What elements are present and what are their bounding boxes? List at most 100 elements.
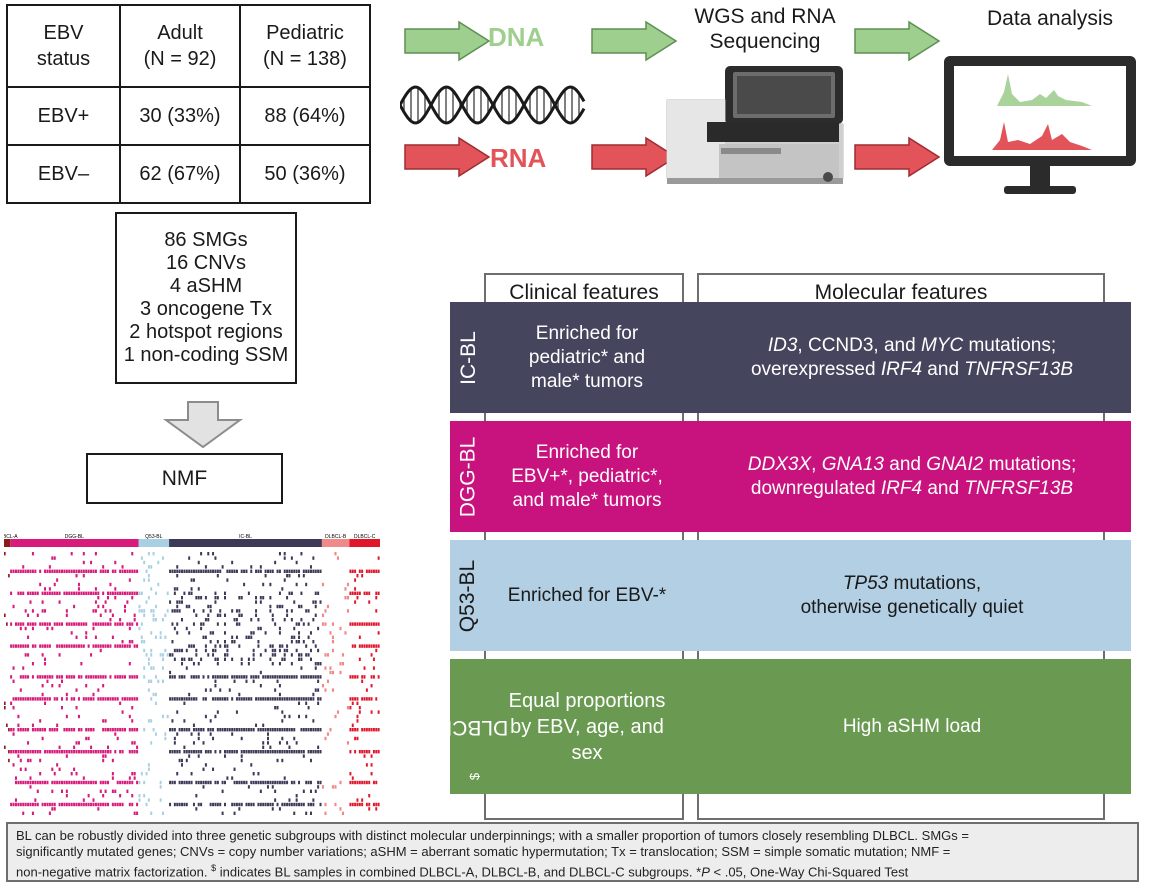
heatmap-cell	[250, 763, 253, 767]
heatmap-cell	[195, 613, 198, 617]
heatmap-cell	[317, 679, 320, 683]
heatmap-cell	[178, 750, 181, 754]
heatmap-cell	[97, 688, 100, 692]
heatmap-cell	[10, 591, 13, 595]
heatmap-cell	[245, 750, 248, 754]
heatmap-cell	[10, 750, 13, 754]
heatmap-cell	[358, 635, 361, 639]
heatmap-cell	[226, 776, 229, 780]
heatmap-cell	[375, 728, 378, 732]
heatmap-cell	[298, 701, 301, 705]
heatmap-cell	[197, 754, 200, 758]
heatmap-cell	[147, 662, 150, 666]
heatmap-cell	[70, 780, 73, 785]
heatmap-cell	[231, 776, 234, 780]
heatmap-cell	[133, 618, 136, 622]
heatmap-cell	[356, 802, 359, 807]
heatmap-cell	[271, 653, 274, 657]
heatmap-cell	[255, 613, 258, 617]
heatmap-cell	[281, 780, 284, 785]
heatmap-cell	[126, 789, 129, 793]
heatmap-cell	[219, 644, 222, 648]
heatmap-cell	[123, 675, 126, 679]
heatmap-cell	[173, 626, 176, 631]
heatmap-cell	[104, 600, 107, 604]
heatmap-cell	[351, 644, 354, 648]
footnote: BL can be robustly divided into three ge…	[6, 822, 1139, 882]
heatmap-cell	[298, 653, 301, 657]
monitor-icon	[944, 56, 1136, 194]
heatmap-cell	[349, 706, 352, 710]
heatmap-cell	[365, 569, 368, 573]
heatmap-cell	[82, 780, 85, 785]
dna-helix-icon	[400, 85, 586, 125]
heatmap-cell	[192, 569, 195, 573]
heatmap-cell	[202, 697, 205, 701]
heatmap-cell	[197, 750, 200, 754]
heatmap-cell	[22, 697, 25, 701]
heatmap-cell	[12, 697, 15, 701]
heatmap-cell	[372, 666, 375, 670]
heatmap-cell	[245, 780, 248, 785]
heatmap-cell	[312, 697, 315, 701]
heatmap-cell	[173, 587, 176, 591]
seq-to-analysis-green-arrow-icon	[854, 20, 941, 62]
heatmap-cell	[354, 587, 357, 591]
cell-adult: 30 (33%)	[119, 86, 241, 146]
heatmap-cell	[29, 776, 32, 780]
heatmap-cell	[302, 789, 305, 793]
heatmap-cell	[354, 736, 357, 741]
heatmap-cell	[255, 750, 258, 754]
heatmap-cell	[309, 648, 312, 653]
heatmap-cell	[339, 780, 342, 785]
heatmap-cell	[145, 600, 148, 604]
heatmap-cell	[368, 807, 371, 811]
heatmap-cell	[107, 622, 110, 626]
heatmap-cell	[111, 697, 114, 701]
heatmap-cell	[240, 675, 243, 679]
heatmap-cell	[356, 574, 359, 578]
heatmap-cell	[314, 569, 317, 573]
heatmap-cell	[126, 591, 129, 595]
heatmap-cell	[102, 684, 105, 688]
heatmap-cell	[116, 728, 119, 732]
heatmap-cell	[192, 741, 195, 745]
heatmap-cell	[346, 741, 350, 745]
heatmap-cell	[87, 697, 90, 701]
heatmap-cell	[17, 644, 20, 648]
heatmap-cell	[302, 622, 305, 626]
heatmap-cell	[183, 750, 186, 754]
heatmap-cell	[56, 763, 59, 767]
heatmap-cell	[317, 662, 320, 666]
heatmap-cell	[309, 565, 312, 569]
heatmap-cell	[344, 596, 347, 600]
heatmap-cell	[202, 569, 205, 573]
heatmap-cell	[375, 807, 378, 811]
heatmap-cell	[85, 631, 88, 635]
heatmap-cell	[39, 622, 42, 626]
heatmap-group-label: DLBCL-C	[354, 534, 376, 540]
heatmap-cell	[375, 591, 378, 595]
heatmap-cell	[51, 802, 54, 807]
heatmap-cell	[283, 728, 286, 732]
heatmap-cell	[147, 719, 150, 723]
heatmap-cell	[102, 754, 105, 758]
heatmap-cell	[377, 802, 380, 807]
heatmap-cell	[143, 780, 146, 785]
heatmap-cell	[119, 622, 122, 626]
heatmap-cell	[293, 780, 296, 785]
heatmap-cell	[24, 653, 27, 657]
heatmap-cell	[224, 640, 226, 644]
heatmap-cell	[361, 574, 364, 578]
heatmap-cell	[169, 653, 172, 657]
heatmap-cell	[94, 552, 97, 556]
heatmap-cell	[309, 750, 312, 754]
heatmap-cell	[276, 750, 279, 754]
heatmap-cell	[214, 600, 217, 604]
heatmap-cell	[39, 569, 42, 573]
heatmap-cell	[94, 569, 97, 573]
heatmap-cell	[370, 772, 373, 776]
heatmap-cell	[370, 710, 373, 714]
heatmap-cell	[48, 622, 51, 626]
